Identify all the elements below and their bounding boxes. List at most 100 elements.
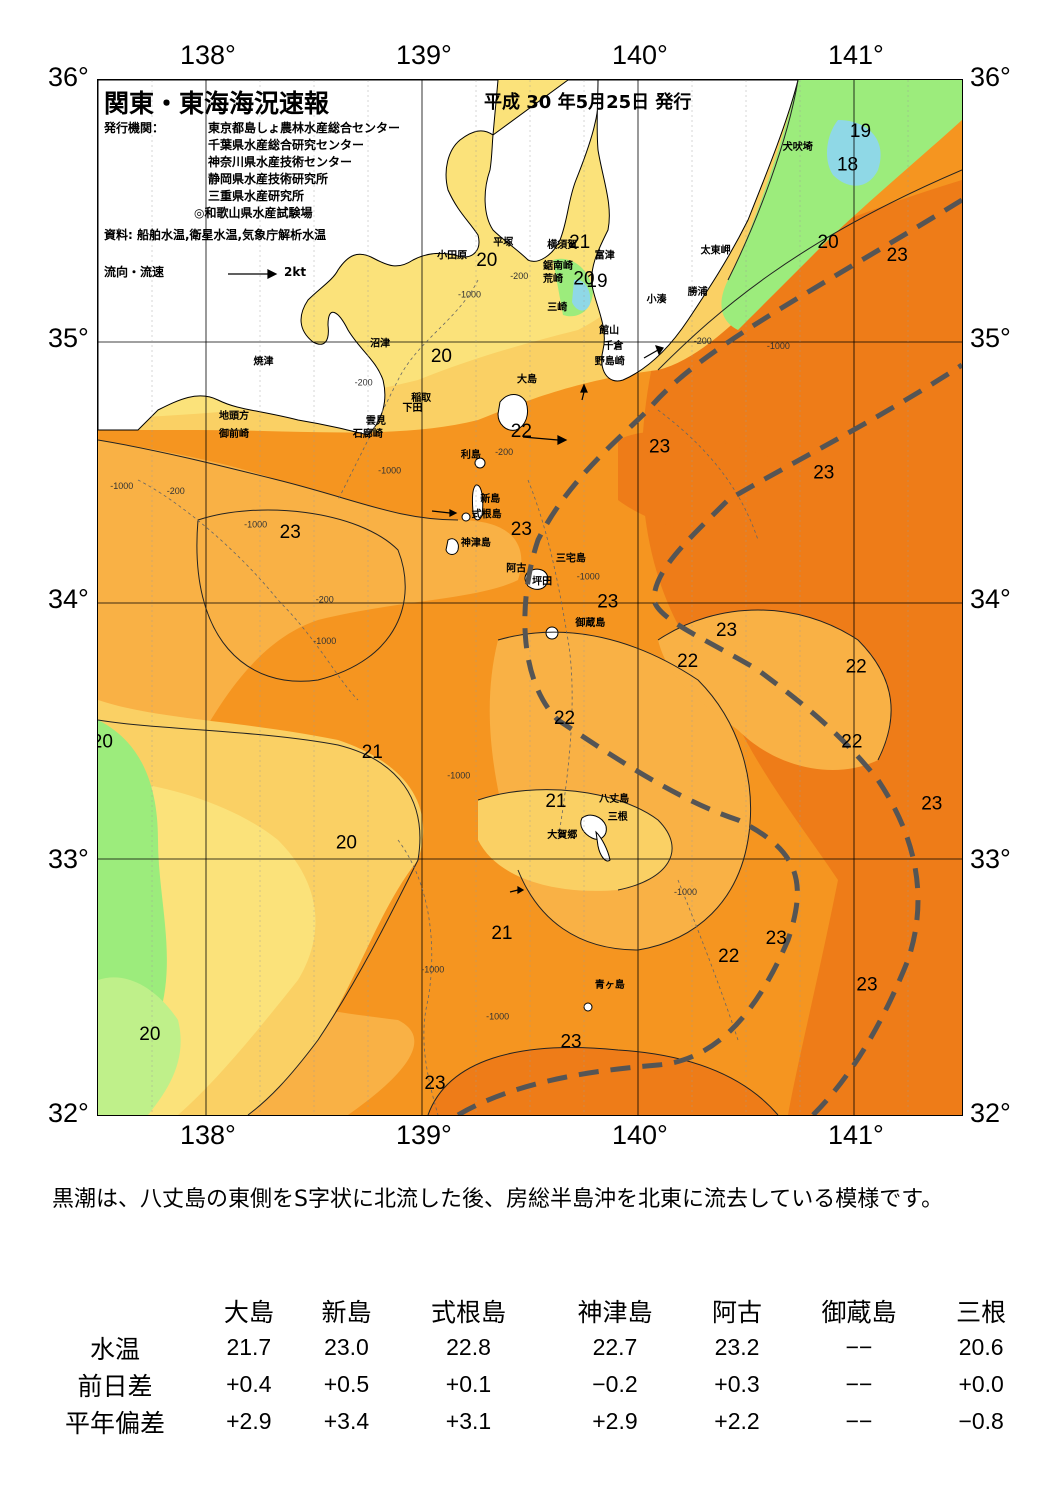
depth-label-layer: -200 -1000 -200 -1000 -200 -1000 -200 -1000 -200…: [110, 271, 790, 1021]
isotherm-label: 23: [887, 245, 908, 266]
place-label: 御蔵島: [574, 616, 605, 629]
isotherm-label: 23: [813, 462, 834, 483]
table-cell: 23.0: [324, 1334, 369, 1360]
isotherm-label: 23: [766, 928, 787, 949]
lon-label-bottom: 140°: [612, 1120, 668, 1150]
data-sources: 資料: 船舶水温,衛星水温,気象庁解析水温: [104, 228, 327, 242]
land-aogashima: [583, 1002, 593, 1012]
place-label: 太東岬: [700, 243, 731, 256]
isotherm-label: 23: [921, 794, 942, 815]
place-label: 八丈島: [598, 792, 629, 805]
place-label: 新島: [480, 492, 500, 505]
issuer-item: ◎和歌山県水産試験場: [194, 206, 313, 220]
place-label: 阿古: [506, 562, 526, 575]
isotherm-label: 20: [336, 832, 357, 853]
issuer-list: 東京都島しょ農林水産総合センター 千葉県水産総合研究センター 神奈川県水産技術セ…: [194, 120, 468, 222]
lat-label-right: 33°: [970, 844, 1011, 874]
land-niijima: [471, 484, 484, 521]
table-cell: −0.8: [958, 1408, 1004, 1434]
land-shikinejima: [461, 512, 471, 522]
issuer-item: 神奈川県水産技術センター: [208, 155, 353, 169]
place-label: 横須賀: [547, 238, 577, 251]
place-label: 野島崎: [595, 355, 625, 368]
cold-northeast: [721, 80, 962, 330]
depth-label: -200: [316, 595, 334, 605]
place-label: 稲取: [411, 391, 432, 404]
column-header: 新島: [321, 1297, 372, 1327]
graticule: [98, 80, 962, 1115]
lat-label-left: 32°: [48, 1098, 89, 1128]
isotherm-label: 22: [677, 651, 698, 672]
depth-label: -200: [694, 336, 712, 346]
place-label: 鋸南崎: [543, 259, 573, 272]
place-label: 大賀郷: [547, 828, 577, 841]
isotherm-label: 23: [424, 1073, 445, 1094]
lat-label-right: 35°: [970, 323, 1011, 353]
lat-label-right: 32°: [970, 1098, 1011, 1128]
place-label: 勝浦: [688, 285, 708, 298]
table-cell: +0.4: [226, 1371, 272, 1397]
depth-label: -1000: [244, 520, 267, 530]
lat-label-left: 35°: [48, 323, 89, 353]
isotherm-label: 19: [586, 271, 607, 292]
table-cell: −−: [845, 1334, 873, 1360]
warm-core-south: [428, 1047, 778, 1115]
table-row: 前日差 +0.4 +0.5 +0.1 −0.2 +0.3 −− +0.0: [30, 1366, 1030, 1403]
column-header: 三根: [956, 1297, 1007, 1327]
place-label: 小湊: [646, 293, 668, 306]
place-label: 千倉: [603, 339, 624, 352]
warm-core-north: [618, 431, 820, 543]
cold-sw: [98, 977, 181, 1115]
isotherm-label: 19: [850, 121, 871, 142]
issuer-item: 千葉県水産総合研究センター: [208, 138, 365, 152]
depth-label: -1000: [674, 887, 697, 897]
kuroshio-outer: [651, 362, 962, 1115]
summary-text: 黒潮は、八丈島の東側をS字状に北流した後、房総半島沖を北東に流去している模様です…: [30, 1187, 944, 1212]
map-issue-date: 平成 30 年5月25日 発行: [484, 92, 692, 113]
row-label: 水温: [89, 1334, 140, 1364]
depth-contours: [137, 279, 759, 1115]
land-izu: [98, 80, 499, 436]
row-label: 前日差: [77, 1371, 153, 1401]
table-cell: +3.4: [323, 1408, 370, 1434]
isotherm-label: 20: [431, 346, 452, 367]
depth-label: -1000: [313, 636, 336, 646]
table-cell: 20.6: [958, 1334, 1004, 1360]
table-cell: +2.2: [714, 1408, 760, 1434]
land-mikurajima: [545, 626, 559, 640]
isotherm-label: 23: [280, 522, 301, 543]
lon-label-top: 139°: [396, 40, 452, 70]
table-cell: +0.0: [958, 1371, 1004, 1397]
depth-label: -1000: [378, 465, 401, 475]
isotherm-label: 21: [569, 232, 590, 253]
isotherm-label: 20: [818, 232, 839, 253]
legend-label: 流向・流速: [104, 265, 165, 279]
land-kanagawa: [484, 80, 600, 262]
issuers-label: 発行機関：: [104, 121, 165, 135]
land-hachijojima: [580, 814, 607, 840]
sea-temperature-map: 19 18 20 23 21 20 20 19 20 22 23 23 23 23 23 23 22 22 22 22…: [97, 79, 963, 1116]
depth-label: -200: [510, 271, 528, 281]
kuroshio-inner: [456, 197, 962, 1115]
table-cell: +3.1: [445, 1408, 492, 1434]
land-boso: [591, 80, 799, 382]
legend-arrow: [228, 269, 278, 279]
isotherm-label: 23: [597, 592, 618, 613]
isotherm-label: 22: [718, 946, 739, 967]
kuroshio-axis: [456, 197, 962, 1115]
table-row: 平年偏差 +2.9 +3.4 +3.1 +2.9 +2.2 −− −0.8: [30, 1403, 1030, 1440]
band-22-east: [658, 610, 892, 770]
table-cell: +0.5: [323, 1371, 370, 1397]
lon-label-bottom: 139°: [396, 1120, 452, 1150]
depth-label: -1000: [577, 571, 600, 581]
place-label: 地頭方: [219, 409, 249, 422]
map-title: 関東・東海海況速報: [104, 89, 330, 118]
table-cell: 22.8: [446, 1334, 491, 1360]
table-cell: 22.7: [592, 1334, 638, 1360]
place-label: 富津: [595, 249, 615, 262]
table-row: 水温 21.7 23.0 22.8 22.7 23.2 −− 20.6: [30, 1329, 1030, 1366]
table-cell: −−: [845, 1371, 873, 1397]
isotherm-label: 22: [554, 708, 575, 729]
